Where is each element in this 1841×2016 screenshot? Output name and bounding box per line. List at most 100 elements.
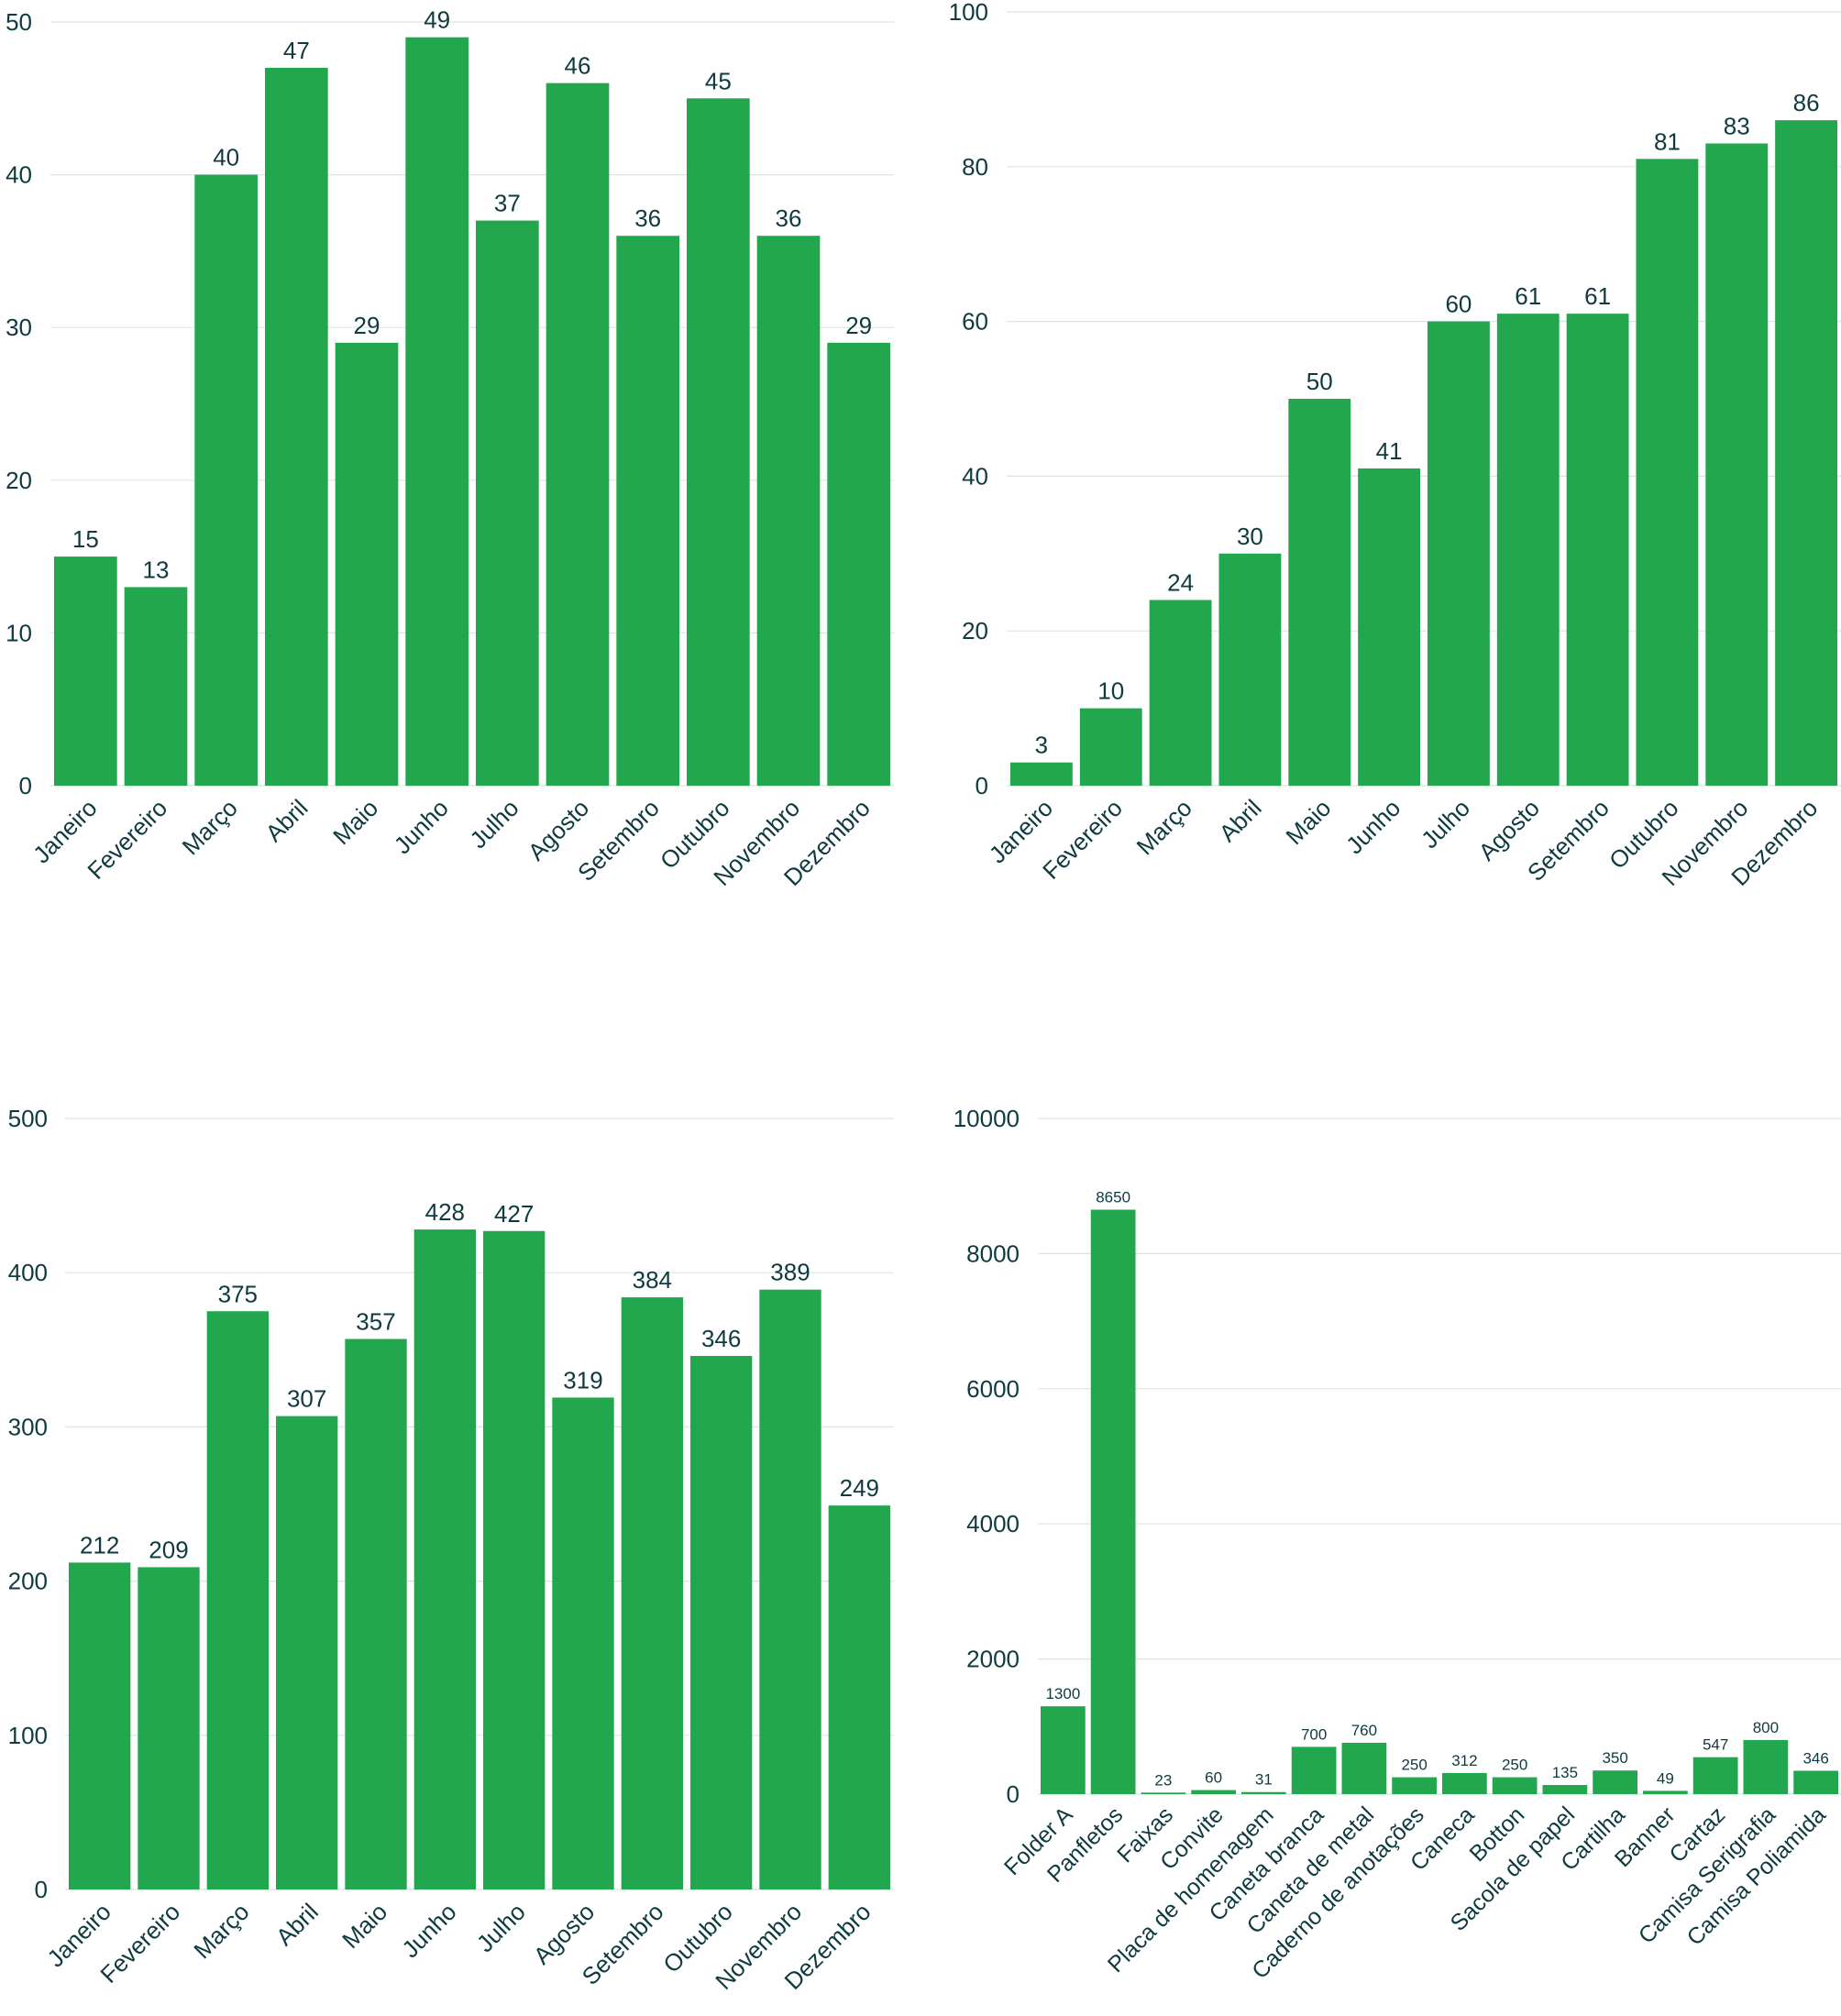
bar bbox=[621, 1297, 683, 1889]
bar bbox=[1705, 143, 1769, 787]
y-tick-label: 0 bbox=[35, 1876, 48, 1903]
y-tick-label: 4000 bbox=[966, 1510, 1020, 1537]
data-label: 800 bbox=[1753, 1719, 1779, 1736]
bar bbox=[1218, 553, 1282, 786]
data-label: 389 bbox=[770, 1259, 810, 1286]
data-label: 23 bbox=[1154, 1771, 1172, 1789]
y-tick-label: 8000 bbox=[966, 1239, 1020, 1267]
y-tick-label: 40 bbox=[962, 462, 988, 490]
data-label: 346 bbox=[1802, 1749, 1828, 1767]
data-label: 29 bbox=[845, 312, 872, 339]
data-label: 250 bbox=[1401, 1757, 1427, 1774]
data-label: 61 bbox=[1515, 282, 1541, 310]
bar bbox=[1241, 1791, 1286, 1794]
data-label: 30 bbox=[1237, 523, 1263, 550]
bar bbox=[69, 1562, 131, 1889]
data-label: 3 bbox=[1035, 732, 1048, 759]
category-label: Julho bbox=[1416, 794, 1475, 854]
bar bbox=[756, 236, 821, 786]
data-label: 319 bbox=[563, 1366, 602, 1394]
bar bbox=[1566, 314, 1629, 786]
data-label: 45 bbox=[705, 67, 732, 94]
bar bbox=[1341, 1742, 1387, 1794]
data-label: 47 bbox=[283, 37, 310, 64]
data-label: 81 bbox=[1654, 127, 1681, 155]
y-tick-label: 30 bbox=[6, 314, 32, 341]
data-label: 312 bbox=[1451, 1752, 1477, 1769]
data-label: 24 bbox=[1167, 568, 1194, 596]
bar bbox=[1496, 314, 1560, 786]
y-tick-label: 20 bbox=[6, 467, 32, 494]
bar bbox=[1428, 321, 1490, 786]
bar bbox=[1141, 1792, 1186, 1794]
bar-chart-2: 0204060801003Janeiro10Fevereiro24Março30… bbox=[949, 0, 1841, 891]
bar bbox=[1090, 1209, 1136, 1794]
data-label: 346 bbox=[701, 1325, 741, 1352]
bar bbox=[1079, 708, 1142, 786]
y-tick-label: 40 bbox=[6, 161, 32, 189]
data-label: 427 bbox=[494, 1200, 534, 1228]
data-label: 428 bbox=[425, 1198, 465, 1226]
data-label: 29 bbox=[354, 312, 380, 339]
bar bbox=[1191, 1790, 1236, 1794]
data-label: 60 bbox=[1445, 291, 1472, 318]
y-tick-label: 80 bbox=[962, 153, 988, 181]
bar bbox=[405, 37, 469, 787]
category-label: Abril bbox=[270, 1898, 324, 1951]
bar bbox=[265, 67, 328, 787]
data-label: 384 bbox=[633, 1266, 672, 1294]
y-tick-label: 10000 bbox=[954, 1105, 1020, 1132]
y-tick-label: 400 bbox=[8, 1259, 48, 1286]
data-label: 135 bbox=[1552, 1764, 1578, 1781]
y-tick-label: 200 bbox=[8, 1568, 48, 1595]
bar bbox=[687, 98, 750, 787]
bar bbox=[1643, 1790, 1688, 1794]
category-label: Maio bbox=[327, 794, 383, 850]
data-label: 37 bbox=[494, 190, 521, 217]
data-label: 83 bbox=[1724, 112, 1750, 139]
bar bbox=[1291, 1746, 1337, 1794]
bar bbox=[1288, 399, 1351, 786]
y-tick-label: 2000 bbox=[966, 1646, 1020, 1673]
data-label: 50 bbox=[1306, 368, 1333, 395]
bar bbox=[1442, 1773, 1487, 1794]
category-label: Abril bbox=[1214, 794, 1267, 847]
data-label: 46 bbox=[565, 52, 591, 80]
bar bbox=[1149, 600, 1212, 786]
data-label: 49 bbox=[424, 6, 450, 34]
bar bbox=[483, 1230, 546, 1889]
y-tick-label: 0 bbox=[1007, 1780, 1020, 1808]
category-label: Maio bbox=[1280, 794, 1336, 850]
bar bbox=[690, 1356, 753, 1889]
bar bbox=[1775, 120, 1837, 786]
data-label: 13 bbox=[143, 556, 170, 583]
category-label: Abril bbox=[260, 794, 314, 847]
y-tick-label: 100 bbox=[949, 0, 988, 26]
bar bbox=[138, 1567, 200, 1889]
y-tick-label: 6000 bbox=[966, 1375, 1020, 1403]
data-label: 36 bbox=[634, 204, 661, 232]
data-label: 8650 bbox=[1096, 1188, 1130, 1206]
y-tick-label: 0 bbox=[19, 772, 32, 799]
data-label: 350 bbox=[1602, 1749, 1627, 1767]
y-tick-label: 500 bbox=[8, 1105, 48, 1132]
bar bbox=[1010, 762, 1073, 786]
bar-chart-1: 0102030405015Janeiro13Fevereiro40Março47… bbox=[6, 6, 894, 891]
y-tick-label: 50 bbox=[6, 8, 32, 36]
y-tick-label: 10 bbox=[6, 619, 32, 646]
y-tick-label: 100 bbox=[8, 1722, 48, 1749]
data-label: 249 bbox=[840, 1474, 879, 1502]
y-tick-label: 0 bbox=[976, 772, 988, 799]
category-label: Julho bbox=[464, 794, 524, 854]
bar-chart-3: 0100200300400500212Janeiro209Fevereiro37… bbox=[8, 1105, 894, 1995]
category-label: Junho bbox=[1340, 794, 1406, 859]
category-label: Junho bbox=[396, 1898, 461, 1963]
bar bbox=[476, 220, 539, 786]
data-label: 36 bbox=[776, 204, 802, 232]
data-label: 307 bbox=[287, 1385, 326, 1413]
data-label: 41 bbox=[1376, 437, 1403, 465]
data-label: 60 bbox=[1205, 1769, 1222, 1787]
bar bbox=[1358, 468, 1420, 786]
bar bbox=[413, 1229, 476, 1889]
data-label: 86 bbox=[1793, 89, 1820, 116]
